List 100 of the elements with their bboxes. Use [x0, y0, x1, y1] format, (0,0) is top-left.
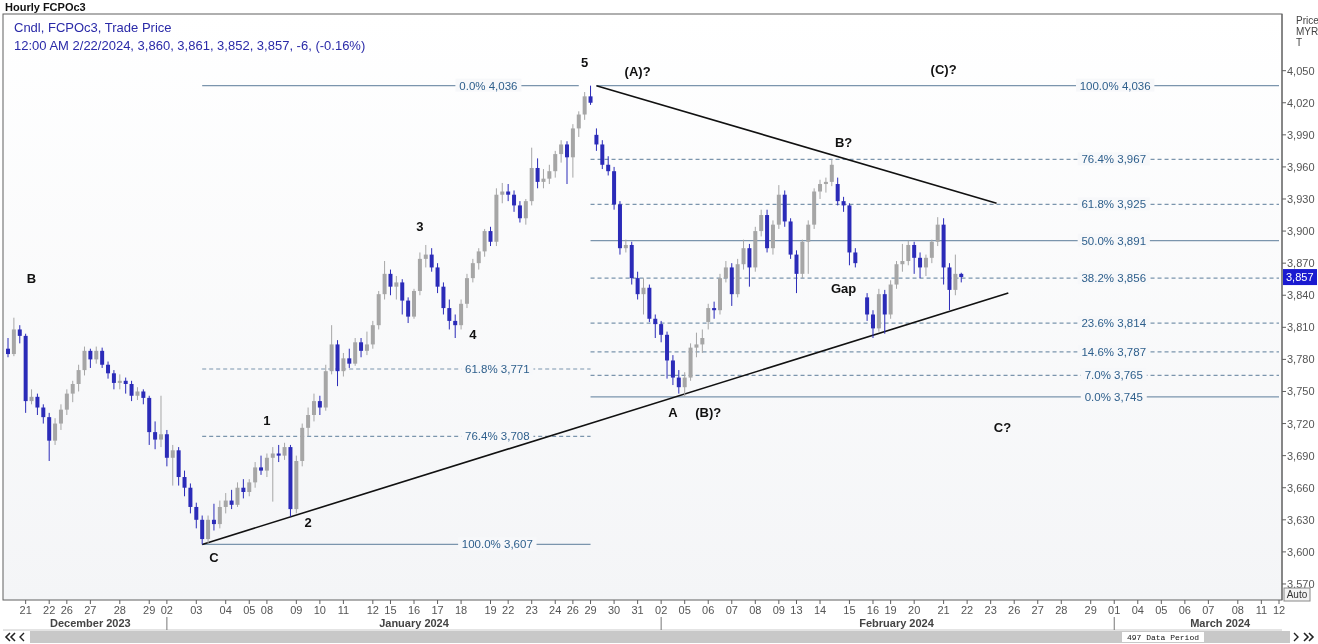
- y-tick-label: 3,810: [1287, 321, 1315, 334]
- candlestick: [635, 271, 640, 301]
- candlestick: [235, 481, 240, 508]
- candlestick: [747, 243, 752, 288]
- x-tick-label: 30: [607, 604, 621, 616]
- y-tick-label: 3,570: [1287, 577, 1315, 590]
- candlestick: [223, 492, 228, 514]
- series-label: 23.6% 3,814: [1081, 317, 1147, 330]
- annotation: C: [209, 550, 220, 566]
- candlestick: [317, 395, 322, 416]
- x-tick-label: 15: [384, 604, 397, 616]
- x-tick-label: 12: [366, 604, 379, 616]
- candlestick: [676, 369, 681, 395]
- candlestick: [670, 354, 675, 386]
- x-tick-label: 02: [160, 604, 173, 616]
- candlestick: [594, 127, 599, 152]
- y-tick-label: 3,840: [1287, 289, 1315, 302]
- candlestick: [700, 328, 705, 354]
- candlestick: [576, 110, 581, 138]
- x-tick-label: 13: [790, 604, 803, 616]
- x-tick-label: 27: [1031, 604, 1044, 616]
- candlestick: [111, 369, 116, 390]
- series-label: 0.0% 3,745: [1084, 390, 1143, 403]
- x-tick-label: 01: [1108, 604, 1121, 616]
- x-tick-label: 14: [813, 604, 827, 616]
- annotation: 4: [469, 326, 478, 342]
- candlestick: [900, 243, 905, 273]
- x-tick-label: 06: [702, 604, 715, 616]
- candlestick: [741, 239, 746, 271]
- y-tick-label: 3,690: [1287, 449, 1315, 462]
- candlestick: [270, 446, 275, 503]
- candlestick: [70, 380, 75, 403]
- candlestick: [882, 289, 887, 335]
- series-label: 14.6% 3,787: [1081, 345, 1147, 358]
- candlestick: [488, 226, 493, 247]
- candlestick: [100, 347, 105, 369]
- candlestick: [129, 380, 134, 402]
- candlestick: [706, 303, 711, 330]
- annotation: B: [26, 271, 37, 287]
- candlestick: [394, 275, 399, 301]
- x-tick-label: 17: [431, 604, 444, 616]
- candlestick: [553, 150, 558, 179]
- candlestick: [229, 489, 234, 510]
- chart-title: Hourly FCPOc3: [5, 1, 86, 13]
- candlestick: [912, 241, 917, 275]
- x-tick-label: 22: [502, 604, 515, 616]
- candlestick: [659, 320, 664, 343]
- candlestick: [953, 254, 958, 296]
- candlestick: [370, 320, 375, 350]
- x-tick-label: 29: [584, 604, 597, 616]
- candlestick: [206, 515, 211, 544]
- y-tick-label: 3,870: [1287, 257, 1315, 270]
- annotation: (C)?: [930, 61, 957, 77]
- y-tick-label: 3,630: [1287, 513, 1315, 526]
- candlestick: [211, 503, 216, 531]
- candlestick: [600, 139, 605, 170]
- series-label: 7.0% 3,765: [1084, 369, 1143, 382]
- candlestick: [429, 247, 434, 273]
- x-tick-label: 07: [1202, 604, 1215, 616]
- x-tick-label: 10: [313, 604, 326, 616]
- x-tick-label: 23: [984, 604, 997, 616]
- candlestick: [588, 85, 593, 106]
- annotation: A: [668, 404, 679, 420]
- text: January 2024: [379, 617, 450, 629]
- candlestick: [217, 500, 222, 529]
- x-tick-label: 26: [1008, 604, 1021, 616]
- candlestick: [158, 395, 163, 448]
- candlestick: [6, 337, 10, 358]
- candlestick: [541, 168, 546, 189]
- candlestick: [906, 240, 911, 266]
- annotation: 2: [304, 514, 312, 530]
- x-tick-label: 23: [525, 604, 538, 616]
- x-tick-label: 22: [961, 604, 974, 616]
- y-tick-label: 3,960: [1287, 160, 1315, 173]
- x-tick-label: 16: [407, 604, 421, 616]
- candlestick: [306, 407, 311, 437]
- candlestick: [947, 262, 952, 311]
- x-tick-label: 19: [884, 604, 897, 616]
- x-tick-label: 27: [84, 604, 97, 616]
- x-tick-label: 02: [655, 604, 668, 616]
- y-axis-title: Price MYR T: [1296, 15, 1318, 48]
- candlestick: [818, 179, 823, 200]
- candlestick: [559, 139, 564, 164]
- x-tick-label: 05: [678, 604, 691, 616]
- candlestick: [47, 412, 52, 462]
- candlestick: [241, 478, 246, 499]
- x-tick-label: 18: [454, 604, 468, 616]
- candlestick: [200, 515, 205, 545]
- annotation: C?: [993, 419, 1012, 435]
- candlestick: [253, 461, 258, 489]
- series-label: 61.8% 3,925: [1081, 198, 1147, 211]
- x-tick-label: 05: [1155, 604, 1168, 616]
- text: March 2024: [1190, 617, 1251, 629]
- candlestick: [682, 371, 687, 398]
- candlestick: [82, 346, 87, 376]
- candlestick: [64, 388, 69, 416]
- candlestick: [435, 262, 440, 294]
- x-tick-label: 08: [260, 604, 274, 616]
- series-label: 61.8% 3,771: [465, 363, 530, 376]
- x-tick-label: 31: [631, 604, 644, 616]
